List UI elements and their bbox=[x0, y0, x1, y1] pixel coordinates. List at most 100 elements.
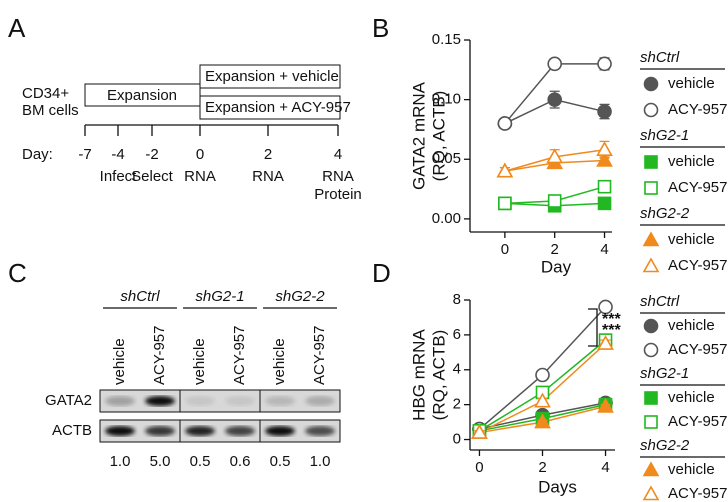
x-axis-label: Day bbox=[541, 257, 572, 276]
point bbox=[498, 196, 512, 211]
day-label: Day: bbox=[22, 146, 53, 163]
band bbox=[265, 426, 295, 436]
lane-label: ACY-957 bbox=[311, 326, 328, 386]
point bbox=[496, 162, 514, 178]
point bbox=[597, 397, 614, 413]
point bbox=[547, 56, 563, 72]
band bbox=[225, 426, 255, 436]
y-axis-label: (RQ, ACTB) bbox=[429, 91, 448, 182]
panel-label: A bbox=[8, 13, 26, 43]
legend-marker bbox=[644, 155, 658, 169]
legend-label: ACY-957 bbox=[668, 101, 728, 118]
band bbox=[105, 426, 135, 436]
legend-label: vehicle bbox=[668, 317, 715, 334]
point bbox=[547, 194, 562, 208]
day: -7 bbox=[78, 146, 91, 163]
point bbox=[534, 413, 551, 429]
event: RNA bbox=[322, 168, 354, 185]
blot-box bbox=[259, 419, 341, 443]
box bbox=[84, 83, 201, 107]
y-tick-label: 4 bbox=[453, 361, 461, 378]
y-tick-label: 0.10 bbox=[432, 91, 461, 108]
blot-box bbox=[259, 389, 341, 413]
legend-group: shG2-1 bbox=[640, 365, 689, 382]
quantification: 0.5 bbox=[270, 453, 291, 470]
point bbox=[597, 196, 612, 211]
event: Protein bbox=[314, 186, 362, 203]
box-label: Expansion bbox=[107, 87, 177, 104]
point bbox=[534, 392, 551, 408]
band bbox=[185, 396, 215, 406]
box bbox=[199, 95, 341, 120]
point bbox=[546, 148, 564, 164]
day: -2 bbox=[145, 146, 158, 163]
group-label: shG2-2 bbox=[275, 288, 325, 305]
point bbox=[597, 56, 612, 72]
y-tick-label: 0.00 bbox=[432, 210, 461, 227]
legend-marker bbox=[643, 342, 659, 358]
y-axis-label: GATA2 mRNA bbox=[409, 81, 428, 190]
legend-label: ACY-957 bbox=[668, 341, 728, 358]
event: Infect bbox=[100, 168, 138, 185]
legend-group: shG2-1 bbox=[640, 127, 689, 144]
legend-group: shG2-2 bbox=[640, 437, 690, 454]
band bbox=[265, 396, 295, 406]
quantification: 0.6 bbox=[230, 453, 251, 470]
point bbox=[596, 141, 613, 157]
y-tick-label: 0.05 bbox=[432, 150, 461, 167]
point bbox=[497, 116, 513, 131]
point bbox=[471, 423, 488, 439]
quantification: 1.0 bbox=[310, 453, 331, 470]
x-tick-label: 0 bbox=[501, 241, 509, 258]
quantification: 1.0 bbox=[110, 453, 131, 470]
legend-marker bbox=[642, 231, 660, 247]
day: 0 bbox=[196, 146, 204, 163]
lane-label: vehicle bbox=[111, 338, 128, 385]
y-tick-label: 8 bbox=[453, 291, 461, 308]
band bbox=[185, 426, 215, 436]
legend-marker bbox=[643, 76, 659, 92]
y-tick-label: 2 bbox=[453, 396, 461, 413]
legend-label: vehicle bbox=[668, 153, 715, 170]
significance: *** bbox=[602, 311, 621, 328]
box-label: Expansion + vehicle bbox=[205, 68, 339, 85]
legend-marker bbox=[643, 318, 659, 334]
y-tick-label: 6 bbox=[453, 326, 461, 343]
x-tick-label: 4 bbox=[601, 459, 609, 476]
legend-marker bbox=[642, 461, 660, 477]
x-tick-label: 2 bbox=[538, 459, 546, 476]
legend-label: vehicle bbox=[668, 75, 715, 92]
band bbox=[305, 396, 335, 406]
panel-label: B bbox=[372, 13, 389, 43]
lane-label: ACY-957 bbox=[151, 326, 168, 386]
day: 4 bbox=[334, 146, 342, 163]
y-axis-label: (RQ, ACTB) bbox=[429, 330, 448, 421]
lane-label: vehicle bbox=[271, 338, 288, 385]
group-label: shG2-1 bbox=[195, 288, 244, 305]
row-label: GATA2 bbox=[45, 392, 92, 409]
box-label: Expansion + ACY-957 bbox=[205, 99, 351, 116]
band bbox=[105, 396, 135, 406]
band bbox=[225, 396, 255, 406]
point bbox=[598, 299, 613, 315]
x-axis-label: Days bbox=[538, 477, 577, 496]
legend-marker bbox=[643, 102, 659, 118]
legend-marker bbox=[644, 415, 658, 429]
legend-marker bbox=[642, 257, 660, 273]
legend-group: shG2-2 bbox=[640, 205, 690, 222]
lane-label: ACY-957 bbox=[231, 326, 248, 386]
x-tick-label: 0 bbox=[475, 459, 483, 476]
cells-label: CD34+ bbox=[22, 85, 69, 102]
lane-label: vehicle bbox=[191, 338, 208, 385]
point bbox=[597, 104, 612, 119]
x-tick-label: 2 bbox=[551, 241, 559, 258]
legend-marker bbox=[642, 485, 660, 501]
legend-label: ACY-957 bbox=[668, 257, 728, 274]
band bbox=[145, 426, 175, 436]
band bbox=[145, 396, 175, 406]
legend-group: shCtrl bbox=[640, 293, 680, 310]
legend-label: vehicle bbox=[668, 461, 715, 478]
legend-marker bbox=[644, 391, 658, 405]
legend-label: vehicle bbox=[668, 231, 715, 248]
cells-label: BM cells bbox=[22, 102, 79, 119]
